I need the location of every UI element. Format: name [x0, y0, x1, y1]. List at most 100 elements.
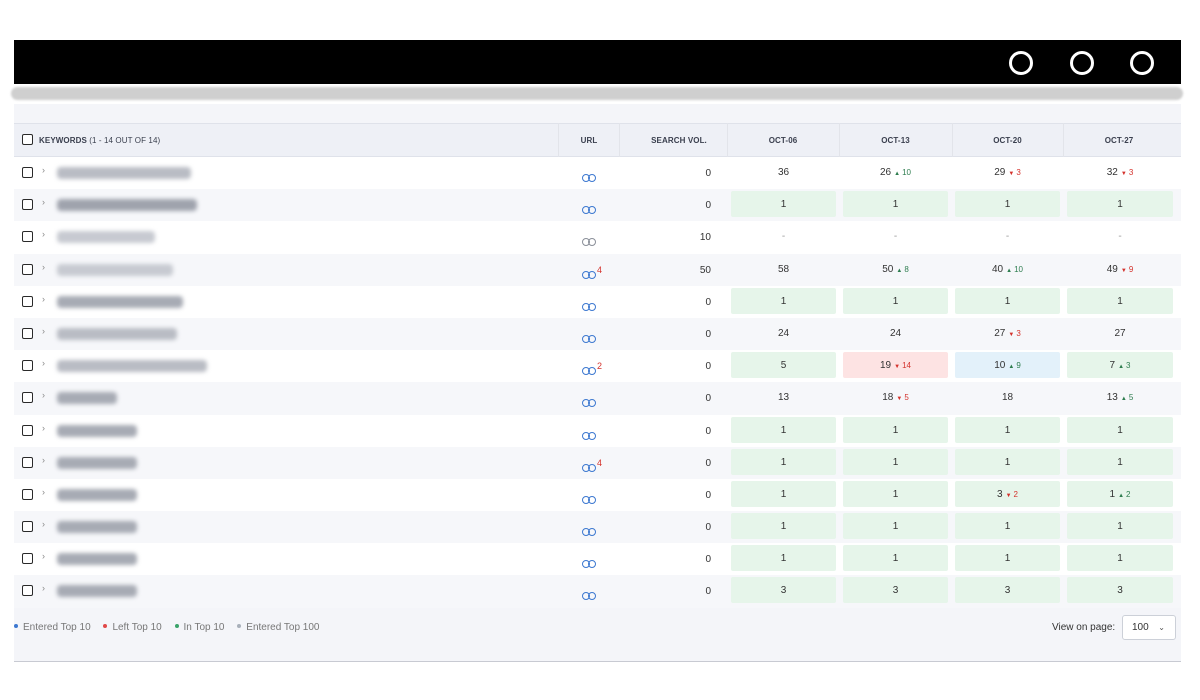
url-cell[interactable]	[559, 511, 619, 543]
table-row[interactable]: › 0 1 1 3 ▼ 2 1 ▲ 2	[14, 478, 1181, 512]
rank-cell[interactable]: 10 ▲ 9	[955, 352, 1060, 379]
horizontal-scrollbar[interactable]	[11, 87, 1183, 100]
link-icon[interactable]	[582, 399, 596, 408]
rank-cell[interactable]: 5	[731, 352, 836, 379]
table-row[interactable]: › 4 0 1 1 1 1	[14, 446, 1181, 479]
rank-cell[interactable]: 1	[843, 191, 948, 218]
rank-cell[interactable]: 29 ▼ 3	[955, 159, 1060, 185]
url-cell[interactable]	[559, 543, 619, 575]
expand-chevron-icon[interactable]: ›	[42, 165, 45, 175]
rank-cell[interactable]: 1	[955, 448, 1060, 475]
rank-cell[interactable]: 1	[1067, 416, 1173, 443]
per-page-select[interactable]: 100 ⌄	[1122, 615, 1176, 640]
table-row[interactable]: › 0 1 1 1 1	[14, 189, 1181, 222]
rank-cell[interactable]: 1	[955, 287, 1060, 314]
table-row[interactable]: › 0 36 26 ▲ 10 29 ▼ 3 32 ▼ 3	[14, 157, 1181, 190]
rank-cell[interactable]: 24	[731, 320, 836, 346]
rank-cell[interactable]: 13 ▲ 5	[1067, 384, 1173, 410]
url-column-header[interactable]: URL	[580, 136, 598, 145]
link-icon[interactable]	[582, 174, 596, 182]
row-checkbox[interactable]	[22, 199, 33, 211]
row-checkbox[interactable]	[22, 295, 33, 307]
rank-cell[interactable]: 3	[1067, 577, 1173, 604]
rank-cell[interactable]: 1	[955, 416, 1060, 443]
rank-cell[interactable]: 7 ▲ 3	[1067, 352, 1173, 379]
rank-cell[interactable]: 32 ▼ 3	[1067, 159, 1173, 185]
expand-chevron-icon[interactable]: ›	[42, 551, 45, 562]
table-row[interactable]: › 0 3 3 3 3	[14, 575, 1181, 608]
expand-chevron-icon[interactable]: ›	[42, 422, 45, 433]
row-checkbox[interactable]	[22, 263, 33, 275]
url-cell[interactable]	[559, 415, 619, 447]
table-row[interactable]: › 10 - - - -	[14, 221, 1181, 254]
link-icon[interactable]	[582, 367, 596, 376]
rank-cell[interactable]: 1	[731, 287, 836, 314]
expand-chevron-icon[interactable]: ›	[42, 197, 45, 208]
url-cell[interactable]	[559, 382, 619, 414]
window-control-icon[interactable]	[1070, 51, 1094, 75]
rank-cell[interactable]: 3	[843, 577, 948, 604]
expand-chevron-icon[interactable]: ›	[42, 390, 45, 401]
link-icon[interactable]	[582, 238, 596, 247]
rank-cell[interactable]: 1	[731, 191, 836, 218]
row-checkbox[interactable]	[22, 424, 33, 436]
link-icon[interactable]	[582, 528, 596, 537]
link-icon[interactable]	[582, 560, 596, 569]
link-icon[interactable]	[582, 592, 596, 601]
link-icon[interactable]	[582, 431, 596, 440]
expand-chevron-icon[interactable]: ›	[42, 261, 45, 272]
date-column-header[interactable]: OCT-06	[768, 136, 798, 145]
keywords-column-header[interactable]: KEYWORDS (1 - 14 OUT OF 14)	[39, 124, 160, 156]
table-row[interactable]: › 0 24 24 27 ▼ 3 27	[14, 317, 1181, 351]
url-cell[interactable]: 4	[559, 447, 619, 479]
search-vol-column-header[interactable]: SEARCH VOL.	[651, 136, 707, 145]
rank-cell[interactable]: 27	[1067, 320, 1173, 346]
row-checkbox[interactable]	[22, 231, 33, 243]
rank-cell[interactable]: 18 ▼ 5	[843, 384, 948, 410]
rank-cell[interactable]: -	[955, 223, 1060, 249]
rank-cell[interactable]: 1	[1067, 545, 1173, 572]
rank-cell[interactable]: 13	[731, 384, 836, 410]
rank-cell[interactable]: 3	[955, 577, 1060, 604]
row-checkbox[interactable]	[22, 392, 33, 404]
link-icon[interactable]	[582, 302, 596, 311]
rank-cell[interactable]: 1	[731, 513, 836, 540]
table-row[interactable]: › 0 13 18 ▼ 5 18 13 ▲ 5	[14, 382, 1181, 415]
rank-cell[interactable]: 1	[955, 513, 1060, 540]
url-cell[interactable]: 4	[559, 254, 619, 286]
table-row[interactable]: › 4 50 58 50 ▲ 8 40 ▲ 10 49 ▼ 9	[14, 253, 1181, 286]
row-checkbox[interactable]	[22, 167, 33, 178]
row-checkbox[interactable]	[22, 553, 33, 565]
rank-cell[interactable]: 1	[843, 416, 948, 443]
url-cell[interactable]: 2	[559, 350, 619, 382]
expand-chevron-icon[interactable]: ›	[42, 293, 45, 304]
expand-chevron-icon[interactable]: ›	[42, 325, 45, 336]
link-icon[interactable]	[582, 206, 596, 215]
rank-cell[interactable]: 1	[731, 448, 836, 475]
rank-cell[interactable]: 1	[1067, 513, 1173, 540]
rank-cell[interactable]: 1	[1067, 448, 1173, 475]
rank-cell[interactable]: 19 ▼ 14	[843, 352, 948, 379]
rank-cell[interactable]: 26 ▲ 10	[843, 159, 948, 185]
url-cell[interactable]	[559, 157, 619, 189]
expand-chevron-icon[interactable]: ›	[42, 454, 45, 465]
row-checkbox[interactable]	[22, 488, 33, 500]
rank-cell[interactable]: 24	[843, 320, 948, 346]
expand-chevron-icon[interactable]: ›	[42, 583, 45, 594]
expand-chevron-icon[interactable]: ›	[42, 229, 45, 240]
select-all-checkbox[interactable]	[22, 134, 33, 145]
table-row[interactable]: › 0 1 1 1 1	[14, 285, 1181, 318]
rank-cell[interactable]: -	[843, 223, 948, 249]
rank-cell[interactable]: 3	[731, 577, 836, 604]
rank-cell[interactable]: 1	[1067, 191, 1173, 218]
rank-cell[interactable]: 40 ▲ 10	[955, 256, 1060, 282]
window-control-icon[interactable]	[1009, 51, 1033, 75]
rank-cell[interactable]: 1	[731, 480, 836, 507]
date-column-header[interactable]: OCT-27	[1104, 136, 1134, 145]
row-checkbox[interactable]	[22, 456, 33, 468]
window-control-icon[interactable]	[1130, 51, 1154, 75]
rank-cell[interactable]: 1	[843, 513, 948, 540]
row-checkbox[interactable]	[22, 360, 33, 372]
url-cell[interactable]	[559, 318, 619, 350]
rank-cell[interactable]: 50 ▲ 8	[843, 256, 948, 282]
